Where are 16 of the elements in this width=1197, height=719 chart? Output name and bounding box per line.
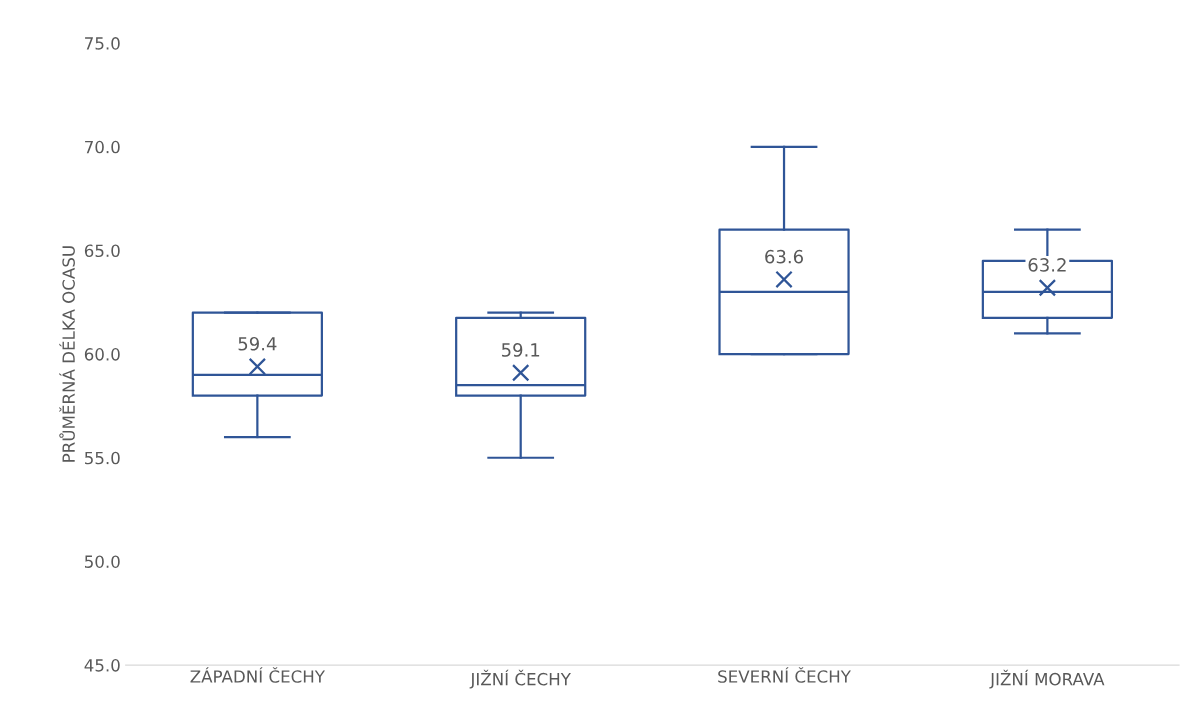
y-tick-label: 65.0 — [84, 244, 120, 258]
y-tick-label: 60.0 — [84, 348, 120, 361]
annotation: 63.2 — [1028, 258, 1066, 272]
y-tick-label: 55.0 — [85, 451, 120, 465]
annotation: 59.1 — [501, 343, 540, 357]
y-tick-label: 70.0 — [85, 140, 120, 154]
x-tick-label: JIŽNÍ MORAVA — [989, 669, 1105, 689]
annotation: 59.4 — [238, 336, 277, 351]
y-tick-label: 45.0 — [84, 659, 120, 672]
annotation: 63.6 — [765, 249, 803, 264]
x-tick-label: JIŽNÍ ČECHY — [469, 669, 571, 689]
y-axis-title: PRŮMĚRNÁ DÉLKA OCASU — [59, 246, 75, 462]
y-tick-label: 75.0 — [85, 37, 120, 50]
x-tick-label: ZÁPADNÍ ČECHY — [190, 667, 326, 683]
x-tick-label: SEVERNÍ ČECHY — [718, 667, 851, 683]
y-tick-label: 50.0 — [85, 555, 120, 568]
